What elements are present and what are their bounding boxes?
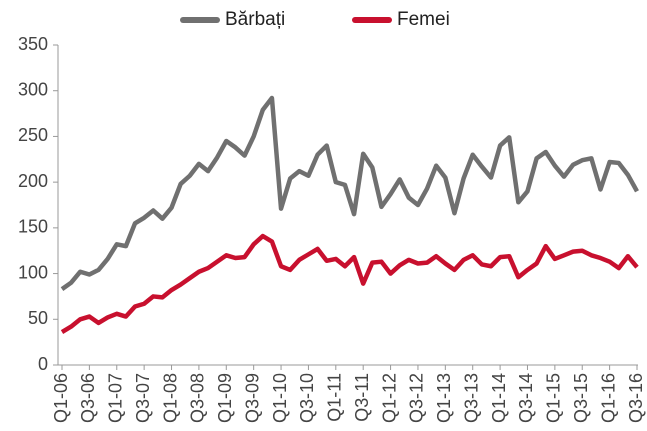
x-tick-label: Q3-13 — [461, 373, 481, 423]
legend-label: Femei — [397, 9, 450, 30]
x-tick-label: Q3-15 — [571, 373, 591, 423]
x-tick-label: Q1-11 — [325, 373, 345, 422]
y-tick-label: 250 — [18, 125, 48, 145]
x-tick-label: Q1-13 — [434, 373, 454, 423]
x-tick-label: Q3-08 — [188, 373, 208, 423]
x-tick-label: Q3-14 — [516, 373, 536, 423]
x-tick-label: Q3-06 — [78, 373, 98, 423]
x-tick-label: Q3-16 — [626, 373, 646, 423]
x-tick-label: Q1-07 — [106, 373, 126, 423]
y-tick-label: 300 — [18, 79, 48, 99]
x-tick-label: Q1-09 — [215, 373, 235, 423]
x-tick-label: Q3-07 — [133, 373, 153, 423]
x-tick-label: Q1-15 — [544, 373, 564, 423]
x-tick-label: Q3-10 — [297, 373, 317, 423]
legend-label: Bărbați — [225, 9, 285, 30]
x-tick-label: Q1-06 — [51, 373, 71, 423]
y-tick-label: 100 — [18, 262, 48, 282]
y-tick-label: 350 — [18, 34, 48, 54]
x-tick-label: Q3-12 — [407, 373, 427, 423]
line-series — [60, 95, 639, 291]
y-tick-label: 200 — [18, 171, 48, 191]
y-tick-label: 50 — [28, 308, 48, 328]
line-series — [60, 233, 639, 335]
x-tick-label: Q1-12 — [379, 373, 399, 423]
y-tick-label: 0 — [38, 354, 48, 374]
x-tick-label: Q1-14 — [489, 373, 509, 423]
x-tick-label: Q1-08 — [160, 373, 180, 423]
x-tick-label: Q3-09 — [242, 373, 262, 423]
y-tick-label: 150 — [18, 217, 48, 237]
x-tick-label: Q3-11 — [352, 373, 372, 422]
x-tick-label: Q1-16 — [598, 373, 618, 423]
x-tick-label: Q1-10 — [270, 373, 290, 423]
